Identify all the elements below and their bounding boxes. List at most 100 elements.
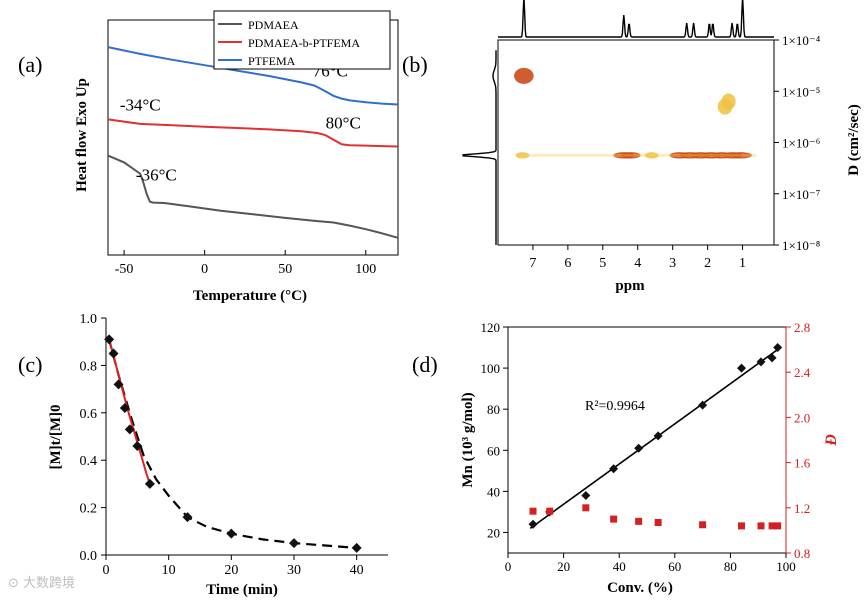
dispersity-data-point-d: [582, 504, 590, 512]
y-axis-right-label-d: Đ: [823, 434, 840, 447]
legend-entry-a: PDMAEA: [248, 18, 299, 32]
annotations-a: 76°C-34°C80°C-36°C: [120, 61, 361, 184]
y-tick-label-right-d: 2.8: [794, 320, 810, 335]
x-tick-label-a: 100: [355, 262, 376, 277]
y-tick-label-right-d: 1.2: [794, 501, 810, 516]
y-axis-label-c: [M]t/[M]0: [48, 405, 64, 470]
data-point-c: [132, 440, 143, 451]
linear-fit-d: [529, 346, 781, 529]
data-point-c: [108, 348, 119, 359]
left-projection-trace-b: [462, 50, 497, 245]
y-tick-label-d: 60: [487, 443, 500, 458]
x-tick-label-d: 60: [668, 559, 681, 574]
dosy-spot-b: [620, 152, 641, 159]
series-line-pdmaea-b-ptfema: [107, 118, 399, 148]
x-axis-label-d: Conv. (%): [607, 580, 673, 596]
y-tick-label-d: 80: [487, 402, 500, 417]
y-tick-label-right-d: 0.8: [794, 546, 810, 561]
y-tick-label-d: 100: [481, 361, 501, 376]
y-tick-label-right-d: 2.4: [794, 365, 811, 380]
axes-d: 0 20 40 60 80 100 20 40 60 80 100 120 0.8 1.2 1.6 2.0 2.…: [481, 320, 811, 574]
panel-label-c: (c): [18, 352, 42, 377]
legend-box-a: [213, 10, 391, 70]
axes-b: 7 6 5 4 3 2 1 1×10⁻⁴ 1×10⁻⁵ 1×10⁻⁶ 1×10⁻⁷ 1×10⁻⁸: [497, 33, 821, 271]
dosy-spot-b: [515, 152, 530, 159]
y-tick-label-right-d: 1.6: [794, 456, 811, 471]
y-tick-label-b: 1×10⁻⁴: [782, 33, 821, 48]
x-tick-label-b: 3: [669, 256, 676, 271]
mn-data-point-d: [528, 519, 538, 529]
mn-data-point-d: [756, 357, 766, 367]
dispersity-data-point-d: [768, 522, 776, 530]
mn-data-point-d: [609, 464, 619, 474]
transition-annotation-a: -36°C: [136, 165, 177, 184]
transition-annotation-a: -34°C: [120, 95, 161, 114]
data-point-c: [351, 542, 362, 553]
data-point-c: [226, 528, 237, 539]
top-1d-spectrum-b: [498, 0, 774, 38]
dispersity-data-point-d: [635, 517, 643, 525]
x-tick-label-a: 50: [278, 262, 292, 277]
x-tick-label-d: 80: [724, 559, 737, 574]
series-line-pdmaea: [107, 154, 399, 239]
dosy-spots-b: [514, 67, 757, 159]
dispersity-data-point-d: [699, 521, 707, 529]
x-tick-label-d: 100: [776, 559, 796, 574]
dosy-band-b: [518, 153, 757, 157]
y-axis-label-b: D (cm²/sec): [846, 104, 862, 176]
y-tick-label-c: 0.4: [80, 454, 98, 469]
x-tick-label-a: 0: [201, 262, 208, 277]
x-axis-label-c: Time (min): [206, 582, 278, 598]
x-tick-label-c: 0: [103, 563, 110, 578]
y-axis-label-a: Heat flow Exo Up: [74, 78, 90, 192]
y-tick-label-d: 20: [487, 525, 500, 540]
dispersity-data-point-d: [757, 522, 765, 530]
y-tick-label-c: 0.6: [80, 407, 98, 422]
panel-d-mn-conversion: (d) Mn (10³ g/mol) Đ Conv. (%) 0 20 40 60 80…: [412, 320, 840, 596]
y-tick-label-d: 40: [487, 484, 500, 499]
fit-lines-c: [108, 339, 357, 549]
data-points-d: [528, 343, 783, 530]
dashed-fit-curve-c: [108, 339, 357, 549]
panel-b-dosy: (b) 7 6 5 4 3 2 1 1×10⁻⁴ 1×10⁻⁵ 1×10⁻⁶ 1×10⁻⁷ 1×10⁻…: [402, 0, 862, 294]
dosy-spot-b: [721, 93, 736, 110]
x-tick-label-d: 40: [613, 559, 626, 574]
red-linear-fit-c: [108, 339, 151, 485]
panel-label-b: (b): [402, 52, 428, 77]
dispersity-data-point-d: [654, 518, 662, 526]
transition-annotation-a: 80°C: [326, 113, 361, 132]
left-projection-b: [462, 50, 497, 245]
y-tick-label-c: 0.0: [80, 549, 98, 564]
y-tick-label-c: 0.2: [80, 502, 98, 517]
r-squared-annotation: R²=0.9964: [585, 399, 645, 414]
dispersity-data-point-d: [610, 515, 618, 523]
dispersity-data-point-d: [546, 507, 554, 515]
mn-data-point-d: [737, 363, 747, 373]
dosy-spot-b: [514, 67, 534, 84]
watermark-logo: ⊙ 大数跨境: [8, 576, 76, 591]
data-point-c: [113, 379, 124, 390]
mn-data-point-d: [698, 400, 708, 410]
x-tick-label-b: 6: [564, 256, 571, 271]
data-point-c: [124, 424, 135, 435]
data-points-c: [104, 334, 362, 553]
dispersity-data-point-d: [529, 507, 537, 515]
x-tick-label-c: 30: [287, 563, 301, 578]
mn-data-point-d: [767, 353, 777, 363]
legend-entry-a: PTFEMA: [248, 54, 296, 68]
panel-label-a: (a): [18, 52, 42, 77]
data-point-c: [182, 512, 193, 523]
mn-data-point-d: [634, 443, 644, 453]
x-tick-label-b: 4: [634, 256, 641, 271]
dosy-spot-b: [644, 152, 659, 159]
y-axis-label-d: Mn (10³ g/mol): [460, 392, 476, 487]
panel-c-kinetics: (c) [M]t/[M]0 Time (min) 0 10 20 30 40 0.0 0.2…: [18, 312, 388, 598]
dosy-spot-b: [729, 152, 752, 159]
y-tick-label-b: 1×10⁻⁸: [782, 238, 821, 253]
mn-data-point-d: [581, 490, 591, 500]
dispersity-data-point-d: [738, 522, 746, 530]
y-tick-label-b: 1×10⁻⁷: [782, 187, 820, 202]
linear-fit-line-d: [529, 346, 781, 529]
y-tick-label-right-d: 2.0: [794, 410, 810, 425]
x-tick-label-d: 20: [557, 559, 570, 574]
